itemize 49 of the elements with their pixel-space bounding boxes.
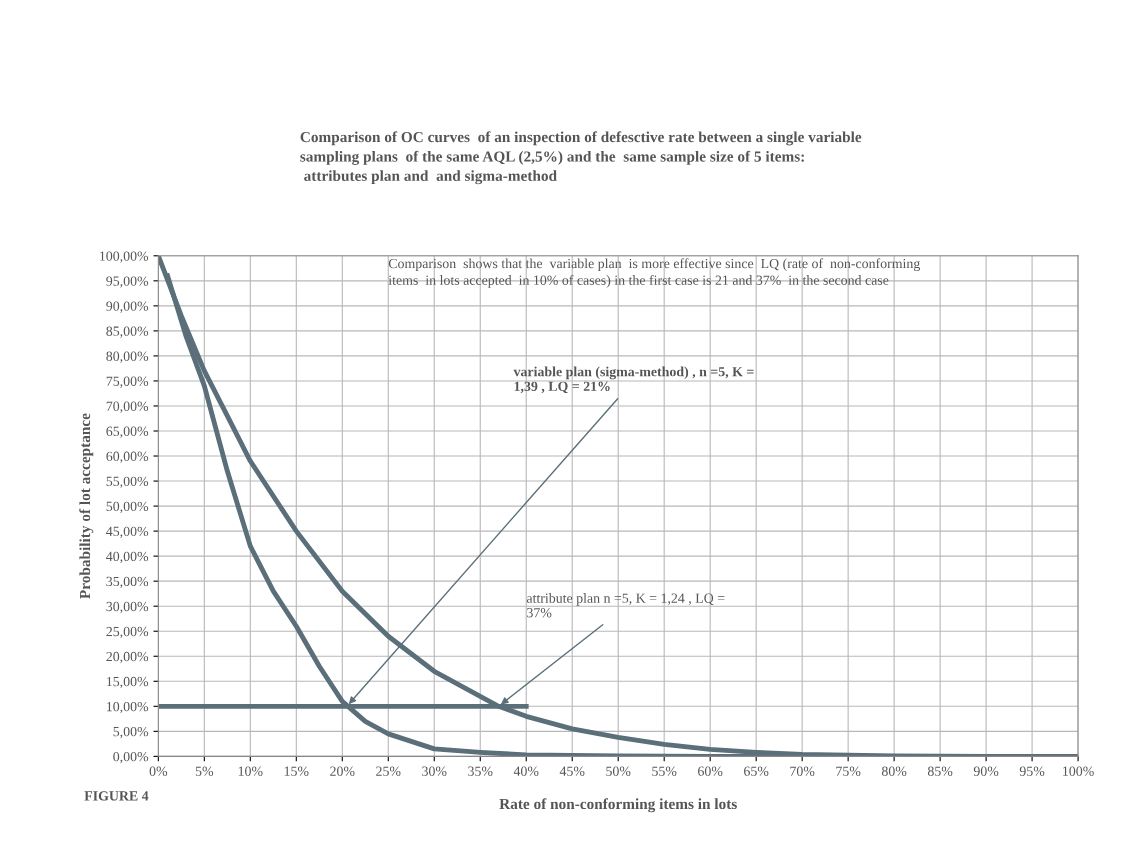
- y-axis-title: Probability of lot acceptance: [79, 413, 94, 599]
- y-tick-label: 0,00%: [113, 751, 149, 764]
- x-tick-label: 35%: [468, 766, 493, 776]
- x-tick-label: 60%: [698, 766, 723, 776]
- x-tick-label: 70%: [790, 766, 815, 776]
- caption: FIGURE 4: [84, 791, 149, 801]
- y-tick-label: 65,00%: [106, 426, 149, 438]
- y-tick-label: 85,00%: [106, 326, 149, 338]
- x-tick-label: 40%: [513, 766, 539, 776]
- x-tick-label: 80%: [881, 766, 907, 776]
- x-tick-label: 55%: [652, 766, 677, 776]
- y-tick-label: 15,00%: [107, 676, 149, 689]
- x-tick-label: 10%: [238, 766, 263, 776]
- x-tick-label: 75%: [836, 766, 861, 776]
- y-tick-label: 90,00%: [106, 301, 149, 313]
- x-tick-label: 90%: [973, 766, 999, 776]
- chart-title: Comparison of OC curves of an inspection of defesctive rate between a single variable sampling plans of the same AQL (2,5%) and the same sample size of 5 items: attributes plan and and sigma-method: [300, 131, 862, 185]
- annotation: Comparison shows that the variable plan is more effective since LQ (rate of non-conforming items in lots accepted in 10% of cases) in the first case is 21 and 37% in the second case: [388, 258, 921, 288]
- x-tick-label: 100%: [1063, 766, 1094, 776]
- x-tick-label: 65%: [744, 766, 769, 776]
- x-tick-label: 30%: [422, 766, 447, 776]
- x-tick-label: 95%: [1019, 766, 1045, 776]
- y-tick-label: 25,00%: [106, 626, 149, 639]
- y-tick-label: 40,00%: [106, 551, 149, 564]
- y-tick-label: 55,00%: [106, 476, 149, 489]
- x-tick-label: 45%: [559, 766, 585, 776]
- y-tick-label: 100,00%: [100, 251, 149, 263]
- y-tick-label: 5,00%: [113, 726, 149, 739]
- x-tick-label: 20%: [330, 766, 355, 776]
- x-tick-label: 0%: [149, 766, 168, 776]
- y-tick-label: 70,00%: [106, 401, 149, 413]
- y-tick-label: 10,00%: [107, 701, 149, 714]
- x-tick-label: 15%: [284, 766, 309, 776]
- x-tick-label: 25%: [376, 766, 401, 776]
- annotation: variable plan (sigma-method) , n =5, K = 1,39 , LQ = 21%: [513, 366, 754, 394]
- annotation: attribute plan n =5, K = 1,24 , LQ = 37%: [526, 593, 725, 618]
- y-tick-label: 30,00%: [106, 601, 149, 614]
- x-tick-label: 5%: [195, 766, 214, 776]
- x-tick-label: 85%: [927, 766, 953, 776]
- y-tick-label: 75,00%: [106, 376, 149, 388]
- x-axis-title: Rate of non-conforming items in lots: [499, 798, 737, 813]
- y-tick-label: 95,00%: [106, 276, 149, 288]
- y-tick-label: 60,00%: [106, 451, 149, 463]
- y-tick-label: 50,00%: [106, 501, 149, 514]
- y-tick-label: 35,00%: [106, 576, 149, 589]
- y-tick-label: 20,00%: [106, 651, 149, 664]
- y-tick-label: 45,00%: [106, 526, 149, 539]
- x-tick-label: 50%: [606, 766, 631, 776]
- y-tick-label: 80,00%: [106, 351, 149, 363]
